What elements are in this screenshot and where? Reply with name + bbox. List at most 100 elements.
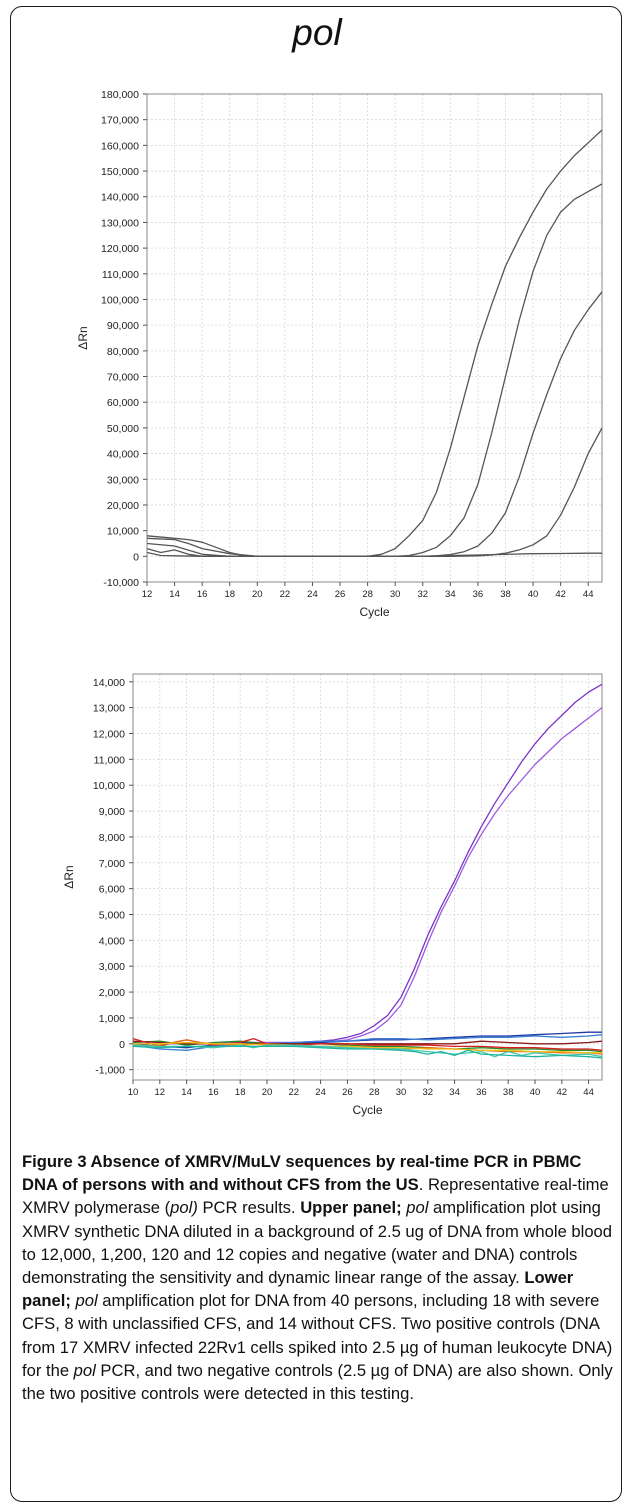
caption-title-end: . bbox=[418, 1175, 424, 1195]
y-tick-label: 11,000 bbox=[94, 754, 125, 766]
y-tick-label: 10,000 bbox=[107, 526, 139, 538]
x-tick-label: 12 bbox=[155, 1087, 166, 1098]
x-tick-label: 42 bbox=[555, 589, 566, 600]
x-tick-label: 20 bbox=[252, 589, 263, 600]
x-tick-label: 16 bbox=[208, 1087, 219, 1098]
y-tick-label: 5,000 bbox=[99, 909, 125, 921]
x-tick-label: 30 bbox=[390, 589, 401, 600]
gene-title: pol bbox=[292, 12, 342, 53]
y-tick-label: 8,000 bbox=[99, 832, 125, 844]
lower-amplification-plot: 10 12 14 16 18 20 22 24 26 28 30 32 34 36 38 40 42 44 -1,0… bbox=[62, 673, 603, 1117]
x-tick-label: 40 bbox=[528, 589, 539, 600]
series-line-5 bbox=[146, 551, 602, 557]
x-tick-label: 18 bbox=[235, 1087, 246, 1098]
x-tick-label: 22 bbox=[280, 589, 291, 600]
y-tick-label: 0 bbox=[119, 1039, 125, 1051]
caption-upper-pol: pol bbox=[401, 1198, 429, 1218]
y-tick-label: 60,000 bbox=[107, 397, 139, 409]
x-tick-label: 40 bbox=[530, 1087, 541, 1098]
x-tick-label: 16 bbox=[197, 589, 208, 600]
x-tick-label: 18 bbox=[224, 589, 235, 600]
x-tick-label: 26 bbox=[335, 589, 346, 600]
y-tick-label: 12,000 bbox=[93, 728, 125, 740]
x-tick-label: 38 bbox=[503, 1087, 514, 1098]
series-line-4 bbox=[146, 427, 603, 557]
y-tick-label: 70,000 bbox=[107, 372, 139, 384]
plot-area-border bbox=[146, 93, 603, 583]
y-tick-label: 1,000 bbox=[99, 1013, 125, 1025]
x-tick-label: 32 bbox=[417, 589, 428, 600]
x-tick-label: 10 bbox=[128, 1087, 139, 1098]
x-tick-label: 28 bbox=[362, 589, 373, 600]
y-tick-label: 80,000 bbox=[107, 346, 139, 358]
caption-lower-pol2: pol bbox=[73, 1360, 96, 1380]
caption-upper-label: Upper panel; bbox=[300, 1198, 402, 1218]
y-tick-label: 0 bbox=[133, 551, 139, 563]
y-tick-label: 100,000 bbox=[101, 294, 139, 306]
caption-intro-end: PCR results. bbox=[197, 1198, 301, 1218]
series-line-11 bbox=[132, 1045, 603, 1059]
x-tick-label: 38 bbox=[500, 589, 511, 600]
y-axis-label: ΔRn bbox=[76, 326, 90, 349]
y-tick-label: 170,000 bbox=[101, 115, 139, 127]
x-tick-label: 30 bbox=[396, 1087, 407, 1098]
x-tick-label: 36 bbox=[473, 589, 484, 600]
y-tick-label: 110,000 bbox=[102, 269, 139, 281]
y-tick-label: 130,000 bbox=[101, 217, 139, 229]
y-tick-label: 50,000 bbox=[107, 423, 139, 435]
figure-frame bbox=[10, 6, 622, 1502]
x-tick-label: 12 bbox=[142, 589, 153, 600]
caption-title: Figure 3 Absence of XMRV/MuLV sequences … bbox=[22, 1152, 582, 1195]
series-line-3 bbox=[146, 291, 603, 557]
y-tick-label: -10,000 bbox=[103, 577, 139, 589]
x-tick-label: 14 bbox=[169, 589, 180, 600]
y-tick-label: 90,000 bbox=[107, 320, 139, 332]
x-tick-label: 34 bbox=[445, 589, 456, 600]
caption-lower-pol: pol bbox=[70, 1291, 98, 1311]
y-axis-label: ΔRn bbox=[62, 865, 76, 888]
y-tick-label: 150,000 bbox=[101, 166, 139, 178]
x-tick-label: 24 bbox=[315, 1087, 326, 1098]
x-tick-label: 44 bbox=[583, 1087, 594, 1098]
series-line-2 bbox=[146, 183, 603, 557]
x-tick-label: 32 bbox=[423, 1087, 434, 1098]
y-tick-label: 9,000 bbox=[99, 806, 125, 818]
series-line-9 bbox=[133, 1041, 602, 1054]
x-axis-label: Cycle bbox=[352, 1103, 382, 1117]
caption-intro: Representative real-time XMRV polymerase… bbox=[22, 1175, 609, 1218]
x-tick-label: 22 bbox=[289, 1087, 300, 1098]
y-tick-label: 13,000 bbox=[93, 703, 125, 715]
y-tick-label: 3,000 bbox=[99, 961, 125, 973]
y-tick-label: 6,000 bbox=[99, 884, 125, 896]
series-line-2 bbox=[133, 707, 603, 1045]
x-tick-label: 44 bbox=[583, 589, 594, 600]
y-tick-label: 4,000 bbox=[99, 935, 125, 947]
y-tick-label: 180,000 bbox=[101, 89, 139, 101]
y-tick-label: 20,000 bbox=[107, 500, 139, 512]
x-tick-label: 20 bbox=[262, 1087, 273, 1098]
x-axis-label: Cycle bbox=[359, 605, 389, 619]
caption-intro-pol: pol) bbox=[170, 1198, 198, 1218]
caption-upper-text: amplification plot using XMRV synthetic … bbox=[22, 1198, 613, 1288]
caption-lower-label: Lower panel; bbox=[22, 1268, 574, 1311]
y-tick-label: 40,000 bbox=[107, 449, 139, 461]
plot-area-border bbox=[132, 673, 603, 1081]
caption-lower-text2: PCR, and two negative controls (2.5 µg o… bbox=[22, 1360, 613, 1404]
x-tick-label: 26 bbox=[342, 1087, 353, 1098]
series-line-5 bbox=[132, 1040, 603, 1053]
series-line-1 bbox=[146, 129, 603, 557]
x-tick-label: 36 bbox=[476, 1087, 487, 1098]
x-tick-label: 24 bbox=[307, 589, 318, 600]
y-tick-label: 30,000 bbox=[107, 474, 139, 486]
y-tick-label: 2,000 bbox=[99, 987, 125, 999]
x-tick-label: 28 bbox=[369, 1087, 380, 1098]
x-tick-label: 42 bbox=[557, 1087, 568, 1098]
series-line-1 bbox=[133, 683, 603, 1045]
y-tick-label: 14,000 bbox=[93, 677, 125, 689]
upper-amplification-plot: 12 14 16 18 20 22 24 26 28 30 32 34 36 38 40 42 44 -10,00… bbox=[76, 89, 603, 619]
y-tick-label: 10,000 bbox=[93, 780, 125, 792]
caption-lower-text: amplification plot for DNA from 40 perso… bbox=[22, 1291, 613, 1380]
y-tick-label: 160,000 bbox=[101, 140, 139, 152]
y-tick-label: -1,000 bbox=[95, 1065, 125, 1077]
y-tick-label: 140,000 bbox=[101, 192, 139, 204]
